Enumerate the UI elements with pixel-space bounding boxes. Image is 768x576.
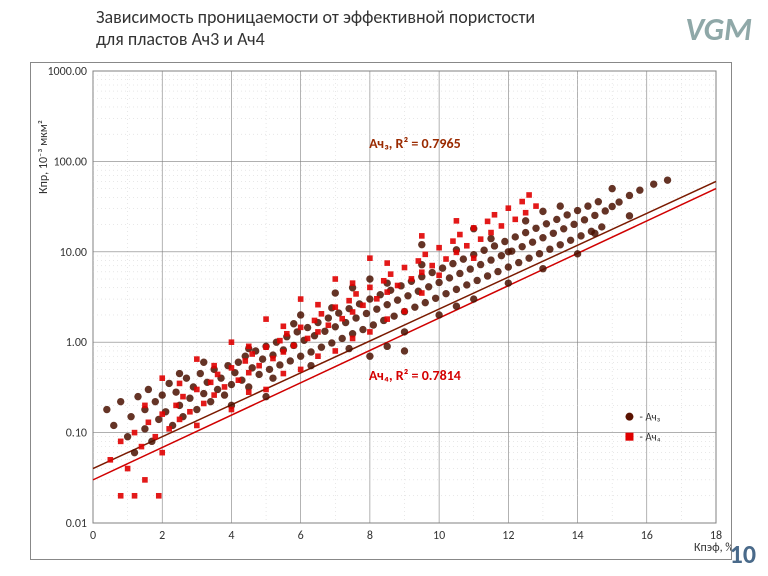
svg-text:16: 16 [641, 529, 653, 543]
svg-text:8: 8 [367, 529, 373, 543]
chart-title: Зависимость проницаемости от эффективной… [96, 6, 556, 50]
svg-text:14: 14 [571, 529, 583, 543]
svg-text:Ач₃, R² = 0.7965: Ач₃, R² = 0.7965 [369, 135, 461, 152]
svg-text:10: 10 [433, 529, 445, 543]
svg-text:- Ач₄: - Ач₄ [639, 431, 660, 444]
svg-text:1000.00: 1000.00 [47, 65, 87, 79]
svg-text:10.00: 10.00 [60, 246, 87, 260]
brand-logo: VGM [685, 10, 752, 49]
scatter-chart: 024681012141618Кпэф, %0.010.101.0010.001… [31, 63, 731, 559]
svg-text:0.01: 0.01 [66, 517, 87, 531]
svg-text:100.00: 100.00 [54, 155, 87, 169]
svg-text:Кпэф, %: Кпэф, % [694, 541, 731, 555]
svg-text:Ач₄, R² = 0.7814: Ач₄, R² = 0.7814 [369, 367, 461, 384]
svg-text:0: 0 [90, 529, 96, 543]
svg-text:12: 12 [502, 529, 514, 543]
svg-text:1.00: 1.00 [66, 336, 87, 350]
svg-text:2: 2 [159, 529, 165, 543]
svg-text:0.10: 0.10 [66, 427, 87, 441]
chart-container: 024681012141618Кпэф, %0.010.101.0010.001… [30, 62, 732, 560]
page-number: 10 [730, 538, 756, 570]
svg-text:Кпр, 10⁻³ мкм²: Кпр, 10⁻³ мкм² [37, 120, 51, 194]
svg-text:4: 4 [228, 529, 234, 543]
svg-text:- Ач₃: - Ач₃ [639, 411, 660, 424]
svg-text:6: 6 [298, 529, 304, 543]
